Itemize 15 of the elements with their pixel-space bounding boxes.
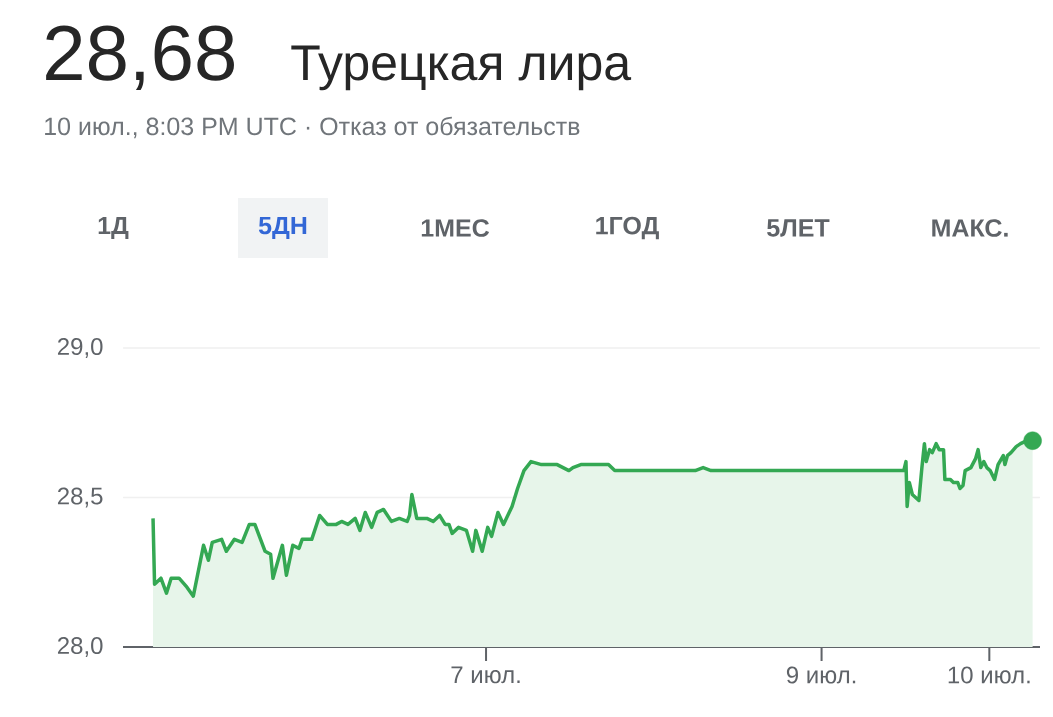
text: 1МЕС	[421, 219, 490, 237]
x-tick-label: 7 июл.	[451, 666, 520, 684]
text: 5ДН	[258, 216, 307, 240]
y-tick-label: 28,0	[57, 637, 103, 657]
chart-subtitle: 10 июл., 8:03 PM UTC · Отказ от обязательств	[45, 116, 580, 139]
x-tick-label: 10 июл.	[948, 666, 1030, 684]
y-tick-label: 28,5	[57, 487, 103, 508]
text: 1ГОД	[596, 216, 659, 240]
x-tick-label: 9 июл.	[786, 666, 856, 684]
text: МАКС.	[932, 219, 1008, 237]
text: 5ЛЕТ	[767, 219, 830, 237]
chart-title: 28,68	[46, 25, 234, 90]
text: Турецкая лира	[291, 45, 632, 91]
text: 1Д	[98, 216, 129, 240]
y-tick-label: 29,0	[57, 338, 103, 358]
